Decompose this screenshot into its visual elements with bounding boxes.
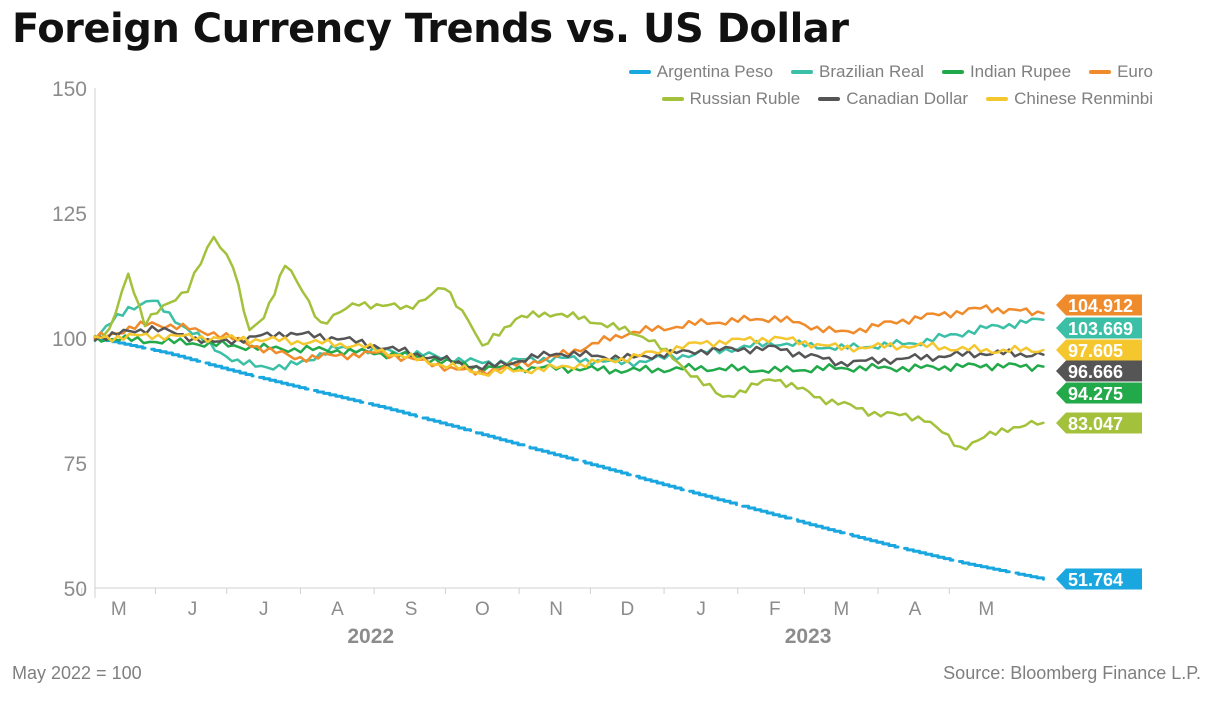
end-label-tag-canadian-dollar xyxy=(1056,360,1142,382)
x-tick-label: M xyxy=(978,599,994,620)
x-tick-label: O xyxy=(475,599,490,620)
chart-title: Foreign Currency Trends vs. US Dollar xyxy=(12,6,849,52)
y-tick-label: 150 xyxy=(52,78,87,101)
legend-item-brazilian-real: Brazilian Real xyxy=(791,62,924,82)
legend-swatch-brazilian-real xyxy=(791,69,814,74)
legend-row-1: Argentina Peso Brazilian Real Indian Rup… xyxy=(533,58,1153,85)
x-tick-label: D xyxy=(621,599,635,620)
x-tick-label: J xyxy=(696,599,706,620)
end-value-label: 94.275 xyxy=(1068,384,1123,404)
x-tick-label: J xyxy=(188,599,198,620)
legend-label: Argentina Peso xyxy=(656,61,774,81)
x-year-label: 2023 xyxy=(785,625,832,648)
y-tick-label: 75 xyxy=(64,453,87,476)
x-tick-label: N xyxy=(549,599,563,620)
series-line-russian-ruble xyxy=(93,235,1045,451)
legend-item-argentina-peso: Argentina Peso xyxy=(628,61,774,82)
chart-legend: Argentina Peso Brazilian Real Indian Rup… xyxy=(533,58,1153,112)
legend-row-2: Russian Ruble Canadian Dollar Chinese Re… xyxy=(533,85,1153,112)
series-line-chinese-renminbi xyxy=(93,332,1045,377)
y-tick-label: 100 xyxy=(52,328,87,351)
legend-label: Russian Ruble xyxy=(689,88,801,108)
end-value-label: 51.764 xyxy=(1068,570,1123,590)
legend-swatch-argentina-peso xyxy=(628,69,651,74)
end-label-tag-brazilian-real xyxy=(1056,317,1142,339)
legend-item-euro: Euro xyxy=(1089,62,1153,82)
end-value-label: 96.666 xyxy=(1068,362,1123,382)
legend-item-indian-rupee: Indian Rupee xyxy=(941,61,1072,82)
y-tick-label: 125 xyxy=(52,203,87,226)
x-tick-label: M xyxy=(833,599,849,620)
legend-item-russian-ruble: Russian Ruble xyxy=(661,88,801,109)
end-label-tag-argentina-peso xyxy=(1056,568,1142,590)
x-tick-label: A xyxy=(331,599,344,620)
legend-swatch-euro xyxy=(1089,69,1112,74)
legend-label: Indian Rupee xyxy=(969,61,1072,81)
legend-swatch-indian-rupee xyxy=(941,69,964,74)
legend-swatch-canadian-dollar xyxy=(818,96,841,101)
end-value-label: 103.669 xyxy=(1068,319,1133,339)
legend-swatch-russian-ruble xyxy=(661,96,684,101)
end-value-label: 104.912 xyxy=(1068,296,1133,316)
end-label-tag-euro xyxy=(1056,294,1142,316)
x-tick-label: S xyxy=(405,599,418,620)
end-label-tag-indian-rupee xyxy=(1056,382,1142,404)
x-tick-label: A xyxy=(909,599,922,620)
x-tick-label: J xyxy=(259,599,269,620)
legend-label: Euro xyxy=(1117,61,1153,81)
legend-item-chinese-renminbi: Chinese Renminbi xyxy=(986,89,1153,109)
legend-item-canadian-dollar: Canadian Dollar xyxy=(818,89,968,109)
x-tick-label: M xyxy=(111,599,127,620)
base-note: May 2022 = 100 xyxy=(12,663,142,683)
series-line-argentina-peso xyxy=(93,336,1045,581)
end-value-label: 97.605 xyxy=(1068,341,1123,361)
x-year-label: 2022 xyxy=(347,625,394,648)
x-tick-label: F xyxy=(769,599,781,620)
legend-label: Canadian Dollar xyxy=(846,88,969,108)
y-tick-label: 50 xyxy=(64,578,87,601)
legend-label: Chinese Renminbi xyxy=(1014,88,1153,108)
end-label-tag-chinese-renminbi xyxy=(1056,339,1142,361)
legend-swatch-chinese-renminbi xyxy=(986,96,1009,101)
end-label-tag-russian-ruble xyxy=(1056,412,1142,434)
legend-label: Brazilian Real xyxy=(819,61,924,81)
series-line-canadian-dollar xyxy=(93,325,1045,371)
source-note: Source: Bloomberg Finance L.P. xyxy=(943,663,1201,683)
end-value-label: 83.047 xyxy=(1068,414,1123,434)
